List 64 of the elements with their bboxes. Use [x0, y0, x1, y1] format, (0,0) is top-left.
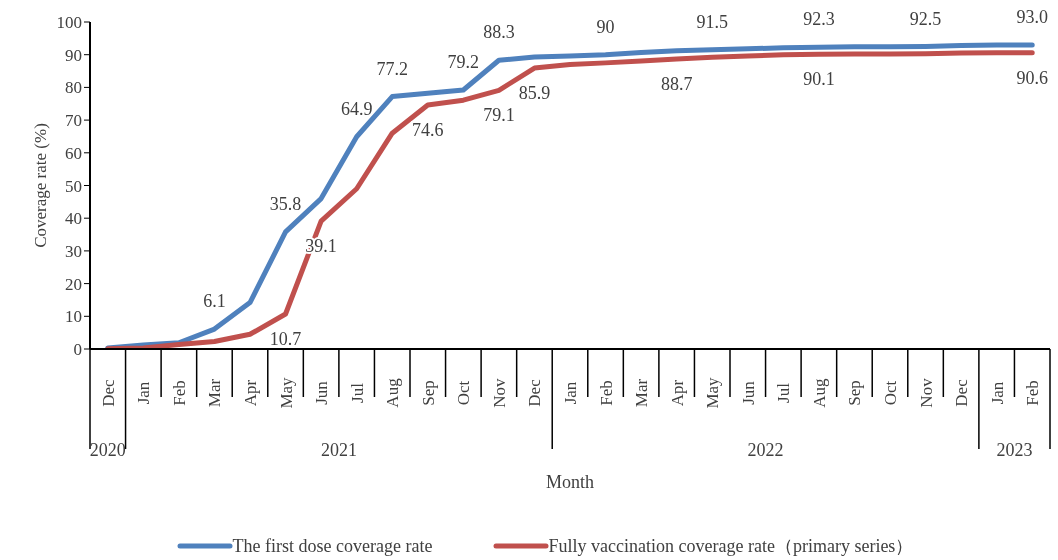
data-label: 90.1 — [803, 69, 835, 90]
x-tick-label: Apr — [240, 379, 260, 407]
x-tick-label: Jul — [347, 382, 367, 403]
data-label: 85.9 — [518, 82, 551, 103]
x-tick-label: Dec — [98, 378, 118, 407]
x-tick-label: Mar — [631, 378, 651, 408]
y-tick-label: 30 — [65, 241, 82, 261]
legend-label: Fully vaccination coverage rate（primary series） — [547, 535, 914, 558]
data-label: 79.1 — [483, 105, 515, 126]
text: 2021 — [319, 440, 358, 461]
x-tick-label: Oct — [453, 380, 473, 406]
text: 2020 — [88, 440, 127, 461]
x-tick-label: Jun — [738, 380, 758, 405]
x-tick-label: Sep — [418, 380, 438, 406]
y-tick-label: 50 — [65, 176, 82, 196]
data-label: 10.7 — [269, 328, 302, 349]
y-axis-title: Coverage rate (%) — [31, 123, 51, 248]
y-tick-label: 80 — [65, 78, 82, 98]
x-tick-label: Aug — [809, 377, 829, 408]
x-tick-label: Jan — [133, 381, 153, 405]
x-tick-label: Dec — [951, 378, 971, 407]
data-label: 90 — [596, 16, 615, 37]
x-tick-label: Jan — [560, 381, 580, 405]
x-tick-label: Feb — [169, 380, 189, 406]
x-tick-label: May — [276, 376, 296, 409]
legend-label: The first dose coverage rate — [231, 534, 433, 558]
data-label: 79.2 — [447, 52, 480, 73]
y-tick-label: 90 — [65, 45, 82, 65]
x-tick-label: Sep — [844, 380, 864, 406]
x-tick-label: Jan — [987, 381, 1007, 405]
data-label: 74.6 — [412, 119, 444, 140]
data-label: 90.6 — [1016, 67, 1048, 88]
y-tick-label: 20 — [65, 274, 82, 294]
data-label: 91.5 — [696, 11, 728, 32]
data-label: 92.5 — [909, 8, 942, 29]
x-tick-label: Apr — [667, 379, 687, 407]
x-tick-label: Jun — [311, 380, 331, 405]
x-tick-label: Feb — [1022, 380, 1042, 406]
x-tick-label: Mar — [204, 378, 224, 408]
data-label: 64.9 — [340, 98, 373, 119]
data-label: 35.8 — [269, 193, 302, 214]
text: 2022 — [746, 440, 785, 461]
x-tick-label: Aug — [382, 377, 402, 408]
x-tick-label: Jul — [773, 382, 793, 403]
x-tick-label: Oct — [880, 380, 900, 406]
data-label: 93.0 — [1016, 6, 1048, 27]
y-tick-label: 40 — [65, 209, 82, 229]
y-tick-label: 100 — [56, 13, 82, 33]
data-label: 88.3 — [483, 22, 515, 43]
x-tick-label: Dec — [524, 378, 544, 407]
x-tick-label: Feb — [596, 380, 616, 406]
x-tick-label: Nov — [489, 377, 509, 408]
data-label: 6.1 — [203, 291, 226, 312]
y-tick-label: 0 — [73, 340, 82, 360]
x-tick-label: Nov — [916, 377, 936, 408]
y-tick-label: 60 — [65, 143, 82, 163]
y-tick-label: 10 — [65, 307, 82, 327]
x-axis-title: Month — [545, 472, 595, 493]
data-label: 92.3 — [803, 9, 835, 30]
data-label: 77.2 — [376, 58, 408, 79]
y-tick-label: 70 — [65, 111, 82, 131]
data-label: 88.7 — [660, 73, 693, 94]
x-tick-label: May — [702, 376, 722, 409]
text: 2023 — [995, 440, 1034, 461]
